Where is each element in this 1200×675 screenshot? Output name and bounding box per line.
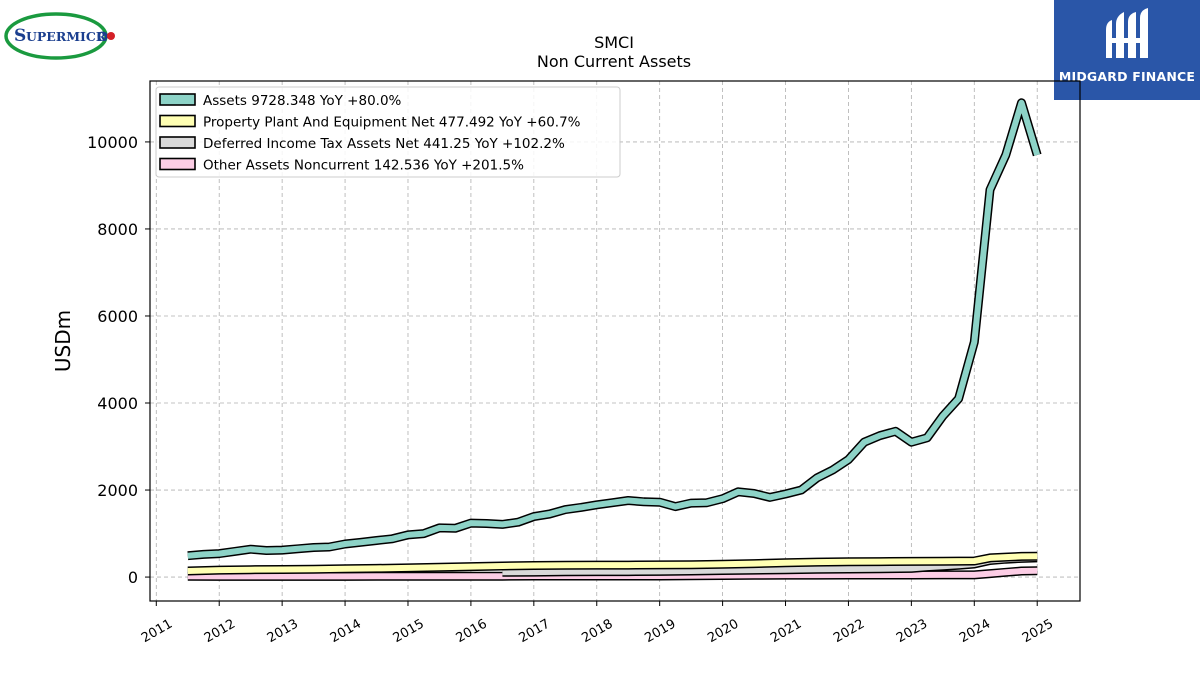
x-tick-label: 2018: [579, 617, 615, 647]
midgard-finance-text: MIDGARD FINANCE: [1058, 69, 1196, 84]
legend-swatch: [159, 136, 196, 149]
legend-label: Property Plant And Equipment Net 477.492…: [203, 115, 581, 131]
x-tick-label: 2019: [642, 617, 678, 647]
series-line: [187, 99, 1041, 559]
legend-swatch: [159, 93, 196, 106]
legend-swatch: [159, 157, 196, 171]
x-tick-label: 2016: [454, 617, 490, 647]
legend-box: [155, 86, 621, 178]
y-tick-label: 10000: [87, 133, 138, 152]
chart-subtitle: Non Current Assets: [537, 52, 691, 71]
svg-text:S: S: [14, 26, 26, 46]
y-tick-label: 4000: [97, 394, 138, 413]
x-tick-label: 2021: [768, 617, 804, 647]
y-tick-label: 0: [128, 568, 138, 587]
y-tick-label: 6000: [97, 307, 138, 326]
svg-text:O: O: [97, 30, 108, 45]
legend-label: Other Assets Noncurrent 142.536 YoY +201…: [203, 158, 524, 174]
plot-frame: [149, 80, 1081, 602]
midgard-finance-logo: MIDGARD FINANCE: [1054, 0, 1200, 100]
x-tick-label: 2011: [139, 617, 175, 647]
supermicro-logo: S UPERMICR O: [4, 12, 115, 60]
x-tick-label: 2014: [328, 617, 364, 647]
x-tick-label: 2025: [1020, 617, 1056, 647]
x-tick-label: 2013: [265, 617, 301, 647]
x-tick-label: 2024: [957, 617, 993, 647]
svg-text:UPERMICR: UPERMICR: [26, 29, 107, 44]
y-tick-label: 2000: [97, 481, 138, 500]
x-tick-label: 2017: [516, 617, 552, 647]
x-tick-label: 2022: [831, 617, 867, 647]
y-axis-label: USDm: [51, 310, 75, 372]
series-assets: [187, 98, 1042, 561]
y-tick-label: 8000: [97, 220, 138, 239]
x-tick-label: 2023: [894, 617, 930, 647]
series-layer: [187, 98, 1042, 581]
legend: Assets 9728.348 YoY +80.0% Property Plant…: [155, 86, 621, 178]
x-tick-label: 2020: [705, 617, 741, 647]
x-tick-label: 2015: [391, 617, 427, 647]
legend-swatch: [159, 114, 196, 128]
legend-label: Assets 9728.348 YoY +80.0%: [203, 93, 402, 109]
series-property-plant-and-equipment-net: [187, 551, 1038, 576]
series-line: [187, 553, 1038, 574]
midgard-finance-emblem: [1106, 8, 1148, 58]
legend-label: Deferred Income Tax Assets Net 441.25 Yo…: [203, 136, 565, 152]
chart-title: SMCI: [594, 33, 634, 52]
x-tick-label: 2012: [202, 617, 238, 647]
